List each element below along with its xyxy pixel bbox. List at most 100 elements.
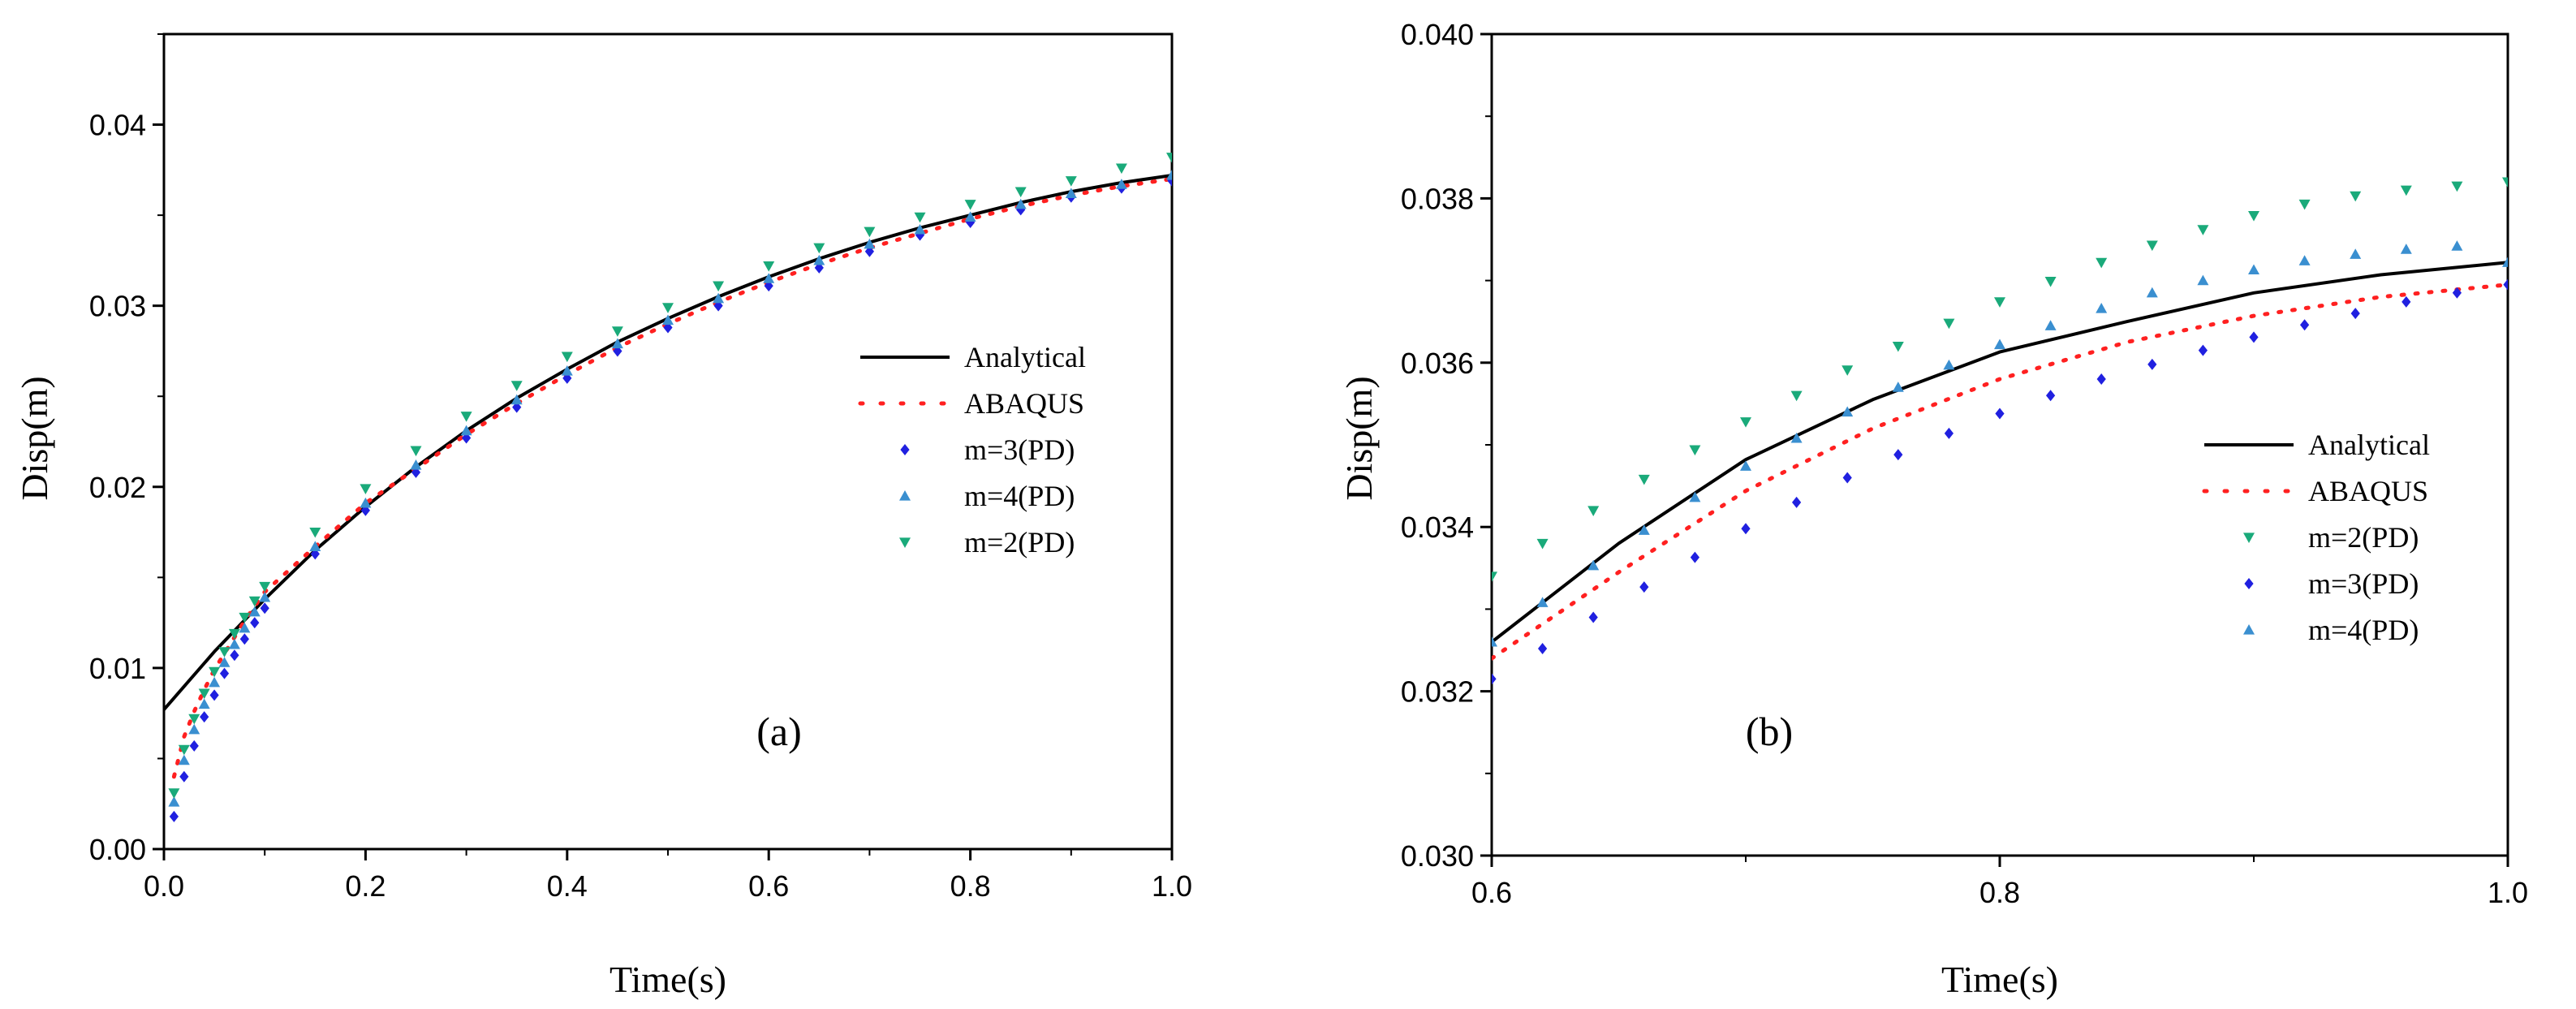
- series-m-3-pd-point: [2096, 373, 2106, 386]
- series-m-2-pd-point: [2298, 199, 2311, 210]
- x-tick-label: 1.0: [2488, 876, 2528, 909]
- series-m-2-pd-point: [239, 612, 251, 623]
- series-m-3-pd-point: [209, 689, 219, 701]
- legend-label: m=3(PD): [2308, 567, 2419, 600]
- series-m-2-pd-point: [813, 243, 825, 254]
- y-axis-title: Disp(m): [14, 376, 55, 500]
- series-m-2-pd-point: [168, 788, 180, 799]
- series-m-4-pd-point: [1943, 359, 1955, 370]
- legend-swatch: [2243, 533, 2255, 543]
- series-m-2-pd-point: [259, 581, 271, 593]
- series-m-4-pd-point: [2044, 320, 2057, 330]
- legend: Analytical ABAQUS m=2(PD) m=3(PD) m=4(PD): [2202, 429, 2430, 646]
- plot-area: [1492, 177, 2508, 685]
- series-m-2-pd-point: [1994, 297, 2005, 308]
- x-tick-label: 0.8: [950, 869, 991, 903]
- series-m-4-pd-point: [1065, 188, 1077, 198]
- series-m-3-pd-point: [1893, 449, 1903, 461]
- x-tick-label: 1.0: [1152, 869, 1192, 903]
- series-m-3-pd-point: [2350, 308, 2360, 320]
- series-m-4-pd-point: [1587, 559, 1600, 571]
- series-m-4-pd-point: [864, 238, 876, 249]
- series-m-2-pd-point: [1790, 390, 1803, 402]
- x-tick-label: 0.0: [144, 869, 184, 903]
- legend-label: ABAQUS: [964, 387, 1084, 420]
- series-m-4-pd-point: [1740, 460, 1751, 471]
- series-abaqus-line: [1492, 282, 2508, 661]
- series-m-2-pd-point: [209, 666, 221, 678]
- legend-label: m=4(PD): [2308, 614, 2419, 646]
- x-axis-title: Time(s): [1941, 959, 2058, 1000]
- series-m-2-pd-point: [309, 527, 321, 538]
- series-m-4-pd-point: [763, 273, 775, 283]
- series-m-2-pd-point: [1638, 474, 1650, 485]
- series-m-2-pd-point: [864, 226, 876, 238]
- y-tick-label: 0.034: [1401, 511, 1474, 544]
- series-m-2-pd-point: [1014, 187, 1027, 198]
- series-m-4-pd-point: [2096, 303, 2108, 313]
- series-m-2-pd-point: [2248, 211, 2259, 222]
- y-tick-label: 0.02: [89, 471, 146, 504]
- legend-swatch: [2244, 578, 2254, 589]
- series-m-2-pd-point: [662, 303, 674, 313]
- series-m-3-pd-point: [2503, 278, 2508, 291]
- series-m-4-pd-point: [248, 606, 261, 617]
- x-axis-title: Time(s): [610, 959, 726, 1000]
- series-m-3-pd-point: [1741, 523, 1751, 535]
- series-m-4-pd-point: [2298, 255, 2311, 265]
- legend-label: m=2(PD): [964, 526, 1075, 558]
- series-m-3-pd-point: [2147, 358, 2157, 370]
- series-m-4-pd-point: [713, 292, 725, 304]
- series-m-4-pd-point: [1014, 198, 1027, 209]
- series-m-4-pd-point: [410, 459, 422, 470]
- legend-label: Analytical: [2308, 429, 2430, 461]
- chart-panel-b: 0.6 0.8 1.0 0.030 0.032 0.034 0.036 0.038 0.040 T…: [1338, 18, 2528, 1000]
- series-m-4-pd-point: [1115, 179, 1127, 189]
- legend-swatch: [899, 490, 911, 501]
- series-m-3-pd-point: [2402, 295, 2411, 308]
- series-m-4-pd-point: [259, 591, 271, 602]
- x-tick-label: 0.4: [547, 869, 588, 903]
- series-m-4-pd-point: [460, 425, 472, 436]
- series-m-4-pd-point: [228, 638, 240, 649]
- series-m-2-pd-point: [1740, 417, 1751, 428]
- series-m-3-pd-point: [360, 504, 370, 516]
- series-m-4-pd-point: [198, 698, 210, 709]
- series-m-4-pd-point: [611, 338, 623, 349]
- series-m-3-pd-point: [2300, 319, 2310, 331]
- series-m-2-pd-point: [178, 744, 190, 756]
- y-tick-label: 0.00: [89, 833, 146, 866]
- series-m-2-pd-point: [1492, 571, 1497, 582]
- series-m-3-pd-point: [239, 633, 249, 645]
- legend-label: m=2(PD): [2308, 521, 2419, 554]
- series-m-2-pd-point: [2146, 240, 2158, 252]
- series-m-3-pd-point: [1492, 673, 1497, 685]
- y-tick-label: 0.03: [89, 290, 146, 323]
- series-analytical-line: [1492, 261, 2508, 644]
- series-m-2-pd-point: [1115, 163, 1127, 175]
- panel-label: (b): [1746, 709, 1793, 754]
- series-m-4-pd-point: [239, 622, 251, 633]
- series-m-2-pd-point: [2451, 181, 2463, 192]
- series-m-3-pd-point: [250, 617, 260, 629]
- legend-label: m=4(PD): [964, 480, 1075, 512]
- series-m-4-pd-point: [561, 364, 573, 376]
- series-m-3-pd-point: [915, 229, 925, 241]
- y-axis-title: Disp(m): [1338, 376, 1380, 500]
- y-tick-label: 0.040: [1401, 18, 1474, 51]
- series-m-4-pd-point: [2400, 244, 2412, 254]
- y-tick-label: 0.01: [89, 652, 146, 685]
- series-m-2-pd-point: [2502, 177, 2508, 188]
- y-tick-label: 0.030: [1401, 839, 1474, 873]
- series-m-2-pd-point: [964, 200, 976, 210]
- series-m-2-pd-point: [248, 596, 261, 607]
- series-m-4-pd-point: [2248, 264, 2259, 275]
- series-m-2-pd-point: [460, 412, 472, 422]
- series-m-2-pd-point: [2096, 257, 2108, 269]
- y-tick-label: 0.038: [1401, 182, 1474, 215]
- series-m-2-pd-point: [360, 484, 372, 495]
- series-m-2-pd-point: [188, 714, 200, 725]
- y-tick-label: 0.04: [89, 109, 146, 142]
- series-m-4-pd-point: [2451, 240, 2463, 251]
